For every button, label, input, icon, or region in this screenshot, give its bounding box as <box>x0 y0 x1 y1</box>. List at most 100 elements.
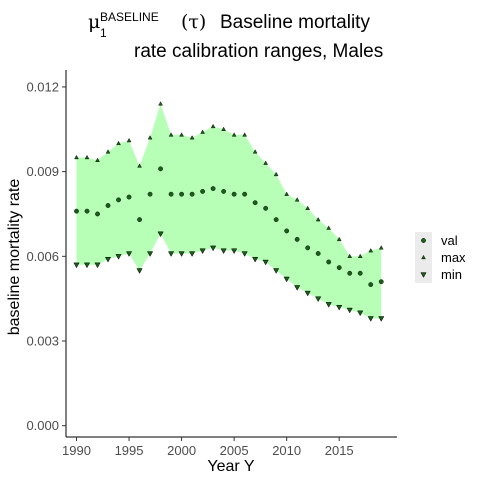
data-point-min <box>294 285 301 291</box>
plot-area <box>73 101 385 322</box>
data-point-min <box>73 262 80 269</box>
data-point-max <box>336 236 342 242</box>
data-point-max <box>357 253 363 258</box>
data-point-max <box>179 132 184 137</box>
data-point-val <box>179 191 184 197</box>
data-point-max <box>221 126 226 131</box>
data-point-max <box>284 191 289 196</box>
svg-text:BASELINE: BASELINE <box>100 10 159 24</box>
data-point-val <box>200 188 206 194</box>
data-point-val <box>263 205 269 211</box>
data-point-min <box>136 268 143 274</box>
data-point-min <box>325 302 332 308</box>
data-point-val <box>347 270 353 276</box>
data-point-min <box>241 251 248 257</box>
data-point-min <box>346 307 353 314</box>
data-point-min <box>357 310 364 317</box>
data-point-min <box>104 256 112 263</box>
data-point-min <box>336 304 343 311</box>
y-tick-label: 0.003 <box>26 334 59 349</box>
series-markers <box>73 101 385 322</box>
data-point-val <box>305 245 311 251</box>
y-tick-label: 0.000 <box>26 418 59 433</box>
data-point-max <box>137 163 142 168</box>
data-point-val <box>95 211 100 217</box>
data-point-val <box>189 191 195 197</box>
data-point-val <box>326 259 332 265</box>
data-point-val <box>231 191 237 197</box>
data-point-min <box>315 296 322 303</box>
data-point-val <box>336 265 342 271</box>
x-tick-label: 2000 <box>167 443 196 458</box>
x-tick-label: 2010 <box>272 443 301 458</box>
data-point-min <box>83 262 91 269</box>
data-point-val <box>147 191 153 197</box>
x-tick-label: 1995 <box>115 443 144 458</box>
data-point-min <box>378 316 385 322</box>
y-tick-label: 0.012 <box>26 79 59 94</box>
chart-title: μ BASELINE 1 (τ) Baseline mortality rate… <box>88 10 383 62</box>
title-line1: Baseline mortality <box>220 12 370 33</box>
data-point-max <box>368 248 374 253</box>
x-tick-label: 2015 <box>325 443 354 458</box>
data-point-min <box>157 231 164 238</box>
legend-label-min: min <box>441 267 462 282</box>
legend: val max min <box>415 232 466 283</box>
data-point-max <box>200 129 205 134</box>
data-point-min <box>189 251 196 257</box>
data-point-max <box>347 253 353 258</box>
data-point-val <box>315 251 321 256</box>
data-point-max <box>252 149 258 154</box>
data-point-val <box>168 191 174 197</box>
data-point-min <box>178 251 185 257</box>
data-point-val <box>252 200 258 206</box>
data-point-max <box>168 132 174 137</box>
data-point-val <box>273 217 279 223</box>
legend-symbol-val <box>421 238 426 243</box>
data-point-min <box>125 251 133 257</box>
data-point-val <box>210 186 216 191</box>
data-point-min <box>283 276 290 283</box>
data-point-min <box>115 254 122 260</box>
data-point-val <box>294 236 300 242</box>
data-point-max <box>189 135 195 140</box>
data-point-min <box>147 251 154 257</box>
data-point-min <box>304 290 311 297</box>
data-point-val <box>84 208 90 214</box>
data-point-max <box>105 149 111 154</box>
data-point-min <box>168 251 175 257</box>
data-point-min <box>199 248 206 255</box>
data-point-val <box>357 270 363 276</box>
y-axis-title: baseline mortality rate <box>6 179 23 336</box>
data-point-max <box>95 157 100 162</box>
data-point-min <box>94 262 101 269</box>
data-point-max <box>158 101 163 106</box>
data-point-max <box>326 225 332 230</box>
x-tick-label: 1990 <box>62 443 91 458</box>
data-point-val <box>126 194 132 200</box>
axes: 0.000 0.003 0.006 0.009 0.012 1990 1995 2000 20… <box>26 70 397 458</box>
y-tick-label: 0.006 <box>26 249 59 264</box>
data-point-max <box>116 140 121 146</box>
data-point-val <box>242 191 248 197</box>
svg-text:μ: μ <box>88 11 100 33</box>
data-point-max <box>294 197 300 202</box>
data-point-max <box>378 245 384 250</box>
legend-symbol-max <box>421 254 426 260</box>
data-point-min <box>252 256 259 263</box>
y-tick-label: 0.009 <box>26 164 59 179</box>
title-argument: (τ) <box>181 11 206 33</box>
data-point-val <box>221 188 227 194</box>
y-axis-ticks: 0.000 0.003 0.006 0.009 0.012 <box>26 79 66 433</box>
data-point-max <box>74 154 79 160</box>
data-point-val <box>378 279 384 285</box>
data-point-val <box>284 228 290 234</box>
data-point-min <box>231 248 238 255</box>
data-point-val <box>116 197 121 203</box>
data-point-max <box>210 123 216 129</box>
data-point-val <box>105 203 111 208</box>
x-axis-ticks: 1990 1995 2000 2005 2010 2015 <box>62 437 354 458</box>
data-point-max <box>242 132 247 137</box>
data-point-val <box>137 217 142 223</box>
data-point-min <box>262 259 269 266</box>
